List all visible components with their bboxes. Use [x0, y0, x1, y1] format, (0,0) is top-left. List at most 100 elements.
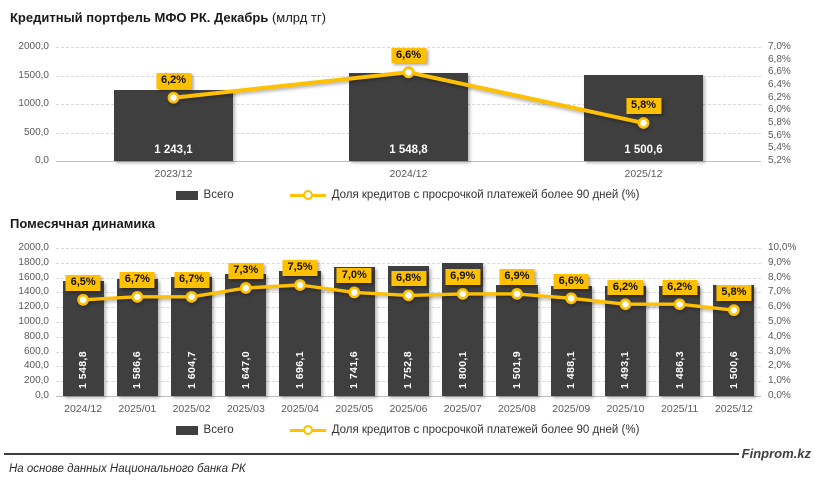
npl-line [171, 70, 646, 125]
line-marker-2025/05 [348, 286, 361, 299]
y-left-tick: 200,0 [23, 375, 49, 387]
chart1-legend-bars-label: Всего [203, 189, 234, 201]
y-right-tick: 6,8% [768, 53, 791, 65]
y-right-tick: 3,0% [768, 345, 791, 357]
x-label-2025/07: 2025/07 [443, 403, 482, 415]
bar-2024/12: 1 548,8 [348, 72, 469, 161]
line-marker-2024/12 [77, 293, 90, 306]
x-label-2025/08: 2025/08 [498, 403, 536, 415]
y-right-tick: 7,0% [768, 286, 791, 298]
x-label-2025/06: 2025/06 [389, 403, 428, 415]
chart1-title-units: (млрд тг) [271, 10, 326, 25]
chart1-legend-bars: Всего [175, 189, 234, 201]
y-left-tick: 2000,0 [18, 41, 49, 52]
bar-2025/09: 1 488,1 [550, 285, 592, 396]
data-source-note: На основе данных Национального банка РК [9, 463, 246, 475]
y-left-tick: 1000,0 [18, 316, 49, 327]
chart2-x-axis: 2024/12 2025/01 2025/02 2025/03 2025/04 2025/… [8, 397, 807, 415]
x-label-2025/03: 2025/03 [226, 403, 265, 415]
npl-label-2024/12: 6,5% [65, 275, 101, 291]
npl-label-2025/08: 6,9% [499, 269, 535, 285]
x-label-2025/11: 2025/11 [661, 403, 699, 415]
chart1-legend-line: Доля кредитов с просрочкой платежей боле… [289, 189, 639, 201]
npl-label-2025/11: 6,2% [662, 279, 698, 296]
chart2-legend: Всего Доля кредитов с просрочкой платеже… [0, 415, 815, 439]
y-left-tick: 1400,0 [18, 286, 49, 298]
y-right-tick: 5,8% [768, 117, 791, 128]
bar-value-label: 1 500,6 [624, 144, 663, 156]
bar-value-label: 1 548,8 [389, 144, 428, 156]
bar-2025/04: 1 696,1 [279, 270, 321, 396]
y-right-tick: 0,0% [768, 390, 791, 401]
footer-rule-row: Finprom.kz [4, 446, 811, 461]
footer-divider [4, 452, 739, 455]
chart2-legend-line-label: Доля кредитов с просрочкой платежей боле… [331, 424, 640, 436]
bar-2025/08: 1 501,9 [496, 284, 538, 396]
y-right-tick: 6,2% [768, 91, 791, 103]
gridline [56, 47, 761, 48]
line-marker-swatch-icon [289, 189, 326, 201]
line-marker-2025/11 [673, 298, 686, 311]
y-left-tick: 1800,0 [18, 256, 49, 268]
chart2: 2000,0 1800,0 1600,0 1400,0 1200,0 1000,0 800,… [8, 243, 807, 401]
x-label-2023/12: 2023/12 [154, 168, 193, 180]
y-right-tick: 7,0% [768, 41, 791, 52]
line-marker-2025/07 [456, 287, 469, 300]
npl-line-series [77, 279, 740, 317]
y-right-tick: 10,0% [768, 242, 797, 253]
y-left-tick: 1500,0 [18, 69, 49, 81]
x-label-2025/10: 2025/10 [606, 403, 645, 415]
x-label-2025/12: 2025/12 [624, 168, 663, 180]
line-marker-2024/12 [402, 66, 415, 79]
bar-2025/07: 1 800,1 [442, 262, 484, 396]
chart2-plot-area: 2000,0 1800,0 1600,0 1400,0 1200,0 1000,0 800,… [18, 243, 796, 401]
bar-2025/12: 1 500,6 [713, 284, 755, 396]
y-right-tick: 5,6% [768, 129, 791, 141]
chart1-title: Кредитный портфель МФО РК. Декабрь (млрд… [10, 10, 815, 25]
npl-label-2025/03: 7,3% [228, 263, 264, 279]
line-marker-2025/06 [402, 289, 415, 302]
npl-label-2025/07: 6,9% [445, 269, 481, 285]
x-label-2025/04: 2025/04 [281, 403, 320, 415]
y-left-tick: 2000,0 [18, 242, 49, 253]
y-right-tick: 5,0% [768, 316, 791, 327]
npl-label-2025/12: 5,8% [625, 98, 662, 114]
npl-label-2025/09: 6,6% [553, 273, 589, 290]
npl-label-2024/12: 6,6% [390, 47, 427, 64]
y-left-tick: 800,0 [23, 330, 49, 342]
chart1-title-main: Кредитный портфель МФО РК. Декабрь [10, 10, 269, 25]
x-label-2024/12: 2024/12 [64, 403, 103, 415]
y-right-tick: 6,6% [768, 66, 791, 78]
chart2-legend-line: Доля кредитов с просрочкой платежей боле… [289, 424, 640, 436]
y-right-tick: 9,0% [768, 256, 791, 268]
npl-label-2025/05: 7,0% [336, 267, 372, 284]
chart2-legend-bars-label: Всего [203, 424, 234, 436]
y-right-tick: 5,4% [768, 142, 791, 154]
gridline [56, 248, 761, 249]
y-left-tick: 1600,0 [18, 271, 49, 283]
line-marker-2025/09 [565, 292, 578, 305]
npl-label-2025/12: 5,8% [716, 285, 752, 302]
y-left-tick: 0,0 [35, 155, 49, 166]
x-label-2025/02: 2025/02 [172, 403, 211, 415]
y-left-tick: 0,0 [35, 390, 49, 401]
y-left-tick: 600,0 [23, 345, 49, 357]
y-right-tick: 6,0% [768, 104, 791, 116]
x-label-2025/01: 2025/01 [118, 403, 157, 415]
gridline [56, 262, 761, 264]
x-label-2025/12: 2025/12 [714, 403, 753, 415]
y-left-tick: 1000,0 [18, 98, 49, 109]
npl-label-2025/01: 6,7% [119, 272, 155, 288]
chart2-title: Помесячная динамика [10, 216, 815, 231]
npl-label-2023/12: 6,2% [155, 72, 192, 89]
y-right-tick: 8,0% [768, 271, 791, 283]
x-label-2024/12: 2024/12 [389, 168, 428, 180]
npl-label-2025/02: 6,7% [174, 272, 210, 288]
x-label-2025/05: 2025/05 [335, 403, 374, 415]
bar-2025/06: 1 752,8 [387, 266, 430, 396]
bar-swatch-icon [175, 190, 198, 200]
chart1-plot-area: 2000,0 1500,0 1000,0 500,0 0,0 7,0% 6,8% 6,6% 6,… [18, 42, 790, 166]
y-left-tick: 500,0 [23, 126, 49, 138]
y-right-tick: 6,4% [768, 79, 791, 90]
